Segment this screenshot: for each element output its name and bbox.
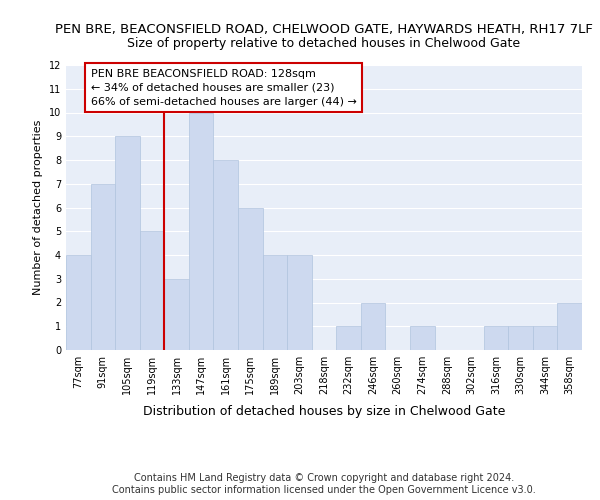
Bar xyxy=(214,160,238,350)
Bar xyxy=(115,136,140,350)
Bar xyxy=(66,255,91,350)
Bar xyxy=(238,208,263,350)
Bar xyxy=(484,326,508,350)
Bar xyxy=(533,326,557,350)
Y-axis label: Number of detached properties: Number of detached properties xyxy=(33,120,43,295)
Bar xyxy=(336,326,361,350)
Bar xyxy=(557,302,582,350)
Text: Contains HM Land Registry data © Crown copyright and database right 2024.
Contai: Contains HM Land Registry data © Crown c… xyxy=(112,474,536,495)
Text: Size of property relative to detached houses in Chelwood Gate: Size of property relative to detached ho… xyxy=(127,38,521,51)
Bar xyxy=(361,302,385,350)
Bar xyxy=(287,255,312,350)
Text: PEN BRE, BEACONSFIELD ROAD, CHELWOOD GATE, HAYWARDS HEATH, RH17 7LF: PEN BRE, BEACONSFIELD ROAD, CHELWOOD GAT… xyxy=(55,22,593,36)
Bar xyxy=(140,231,164,350)
Text: PEN BRE BEACONSFIELD ROAD: 128sqm
← 34% of detached houses are smaller (23)
66% : PEN BRE BEACONSFIELD ROAD: 128sqm ← 34% … xyxy=(91,68,356,106)
Bar xyxy=(263,255,287,350)
Bar xyxy=(91,184,115,350)
Bar xyxy=(189,112,214,350)
Bar xyxy=(508,326,533,350)
X-axis label: Distribution of detached houses by size in Chelwood Gate: Distribution of detached houses by size … xyxy=(143,406,505,418)
Bar xyxy=(410,326,434,350)
Bar xyxy=(164,279,189,350)
